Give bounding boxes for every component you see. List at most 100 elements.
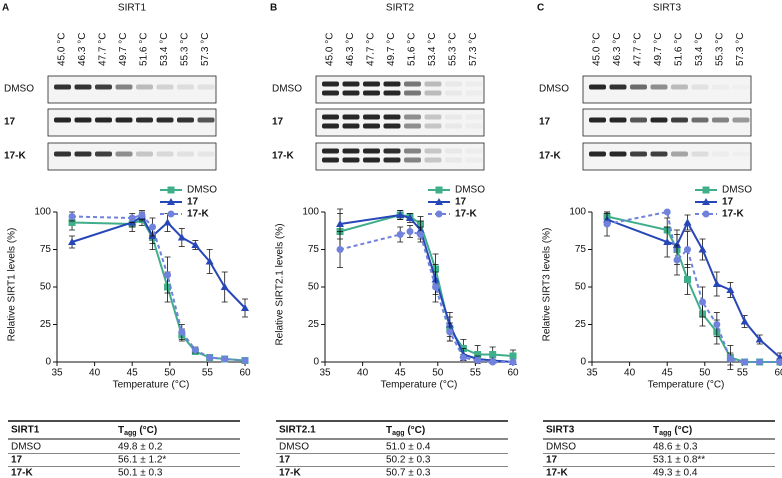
blot-box [582,75,752,104]
temperature-label: 49.7 °C [653,33,664,66]
marker [726,355,734,363]
blot-band [136,117,153,123]
blot-band [54,151,71,157]
marker [684,276,692,283]
temperature-label: 49.7 °C [118,33,129,66]
blot-band [609,117,627,123]
blot-band [466,91,483,96]
temperature-label: 51.6 °C [407,33,418,66]
blot-band [95,84,112,90]
blot-band [322,157,339,163]
x-tick-label: 35 [51,368,63,379]
series-line [339,230,513,363]
blot-title: SIRT1 [118,3,147,14]
blot-box [315,142,485,171]
blot-band [177,151,194,157]
temperature-label: 47.7 °C [98,33,109,66]
marker [663,208,671,216]
marker [396,211,405,218]
marker [489,351,497,358]
x-tick-label: 50 [432,368,444,379]
blot-band [650,117,668,123]
x-tick-label: 55 [470,368,482,379]
panel-label: A [2,3,9,14]
table-cell: DMSO [279,442,309,453]
blot-band [363,123,380,129]
temperature-label: 45.0 °C [57,33,68,66]
legend-label: DMSO [455,185,485,196]
marker [68,238,77,245]
y-tick-label: 50 [575,282,587,293]
blot-band [671,151,688,157]
header-part: agg [392,430,404,437]
blot-band [54,84,71,90]
header-part: agg [659,430,671,437]
blot-band [732,117,750,123]
marker [221,355,229,363]
blot-band [156,151,174,157]
blot-band [322,148,339,154]
temperature-label: 57.3 °C [200,33,211,66]
legend-label: 17-K [187,209,209,220]
blot-band [197,117,215,123]
marker [396,231,404,238]
legend-label: 17 [187,197,199,208]
legend-marker [702,186,710,194]
blot-band [589,117,606,123]
marker [138,211,146,219]
blot-row-label: DMSO [539,84,569,95]
x-tick-label: 45 [662,368,674,379]
blot-band [445,148,462,154]
marker [406,228,414,235]
y-axis-label: Relative SIRT2.1 levels (%) [275,223,286,345]
table-cell: 49.8 ± 0.2 [118,442,163,453]
marker [755,335,764,343]
y-tick-label: 100 [302,207,319,218]
temperature-label: 46.3 °C [77,33,88,66]
blot-band [363,148,380,154]
series-line [339,213,514,363]
blot-band [136,151,153,157]
marker [672,241,681,248]
marker [177,233,186,241]
legend-marker [435,198,443,205]
table-header: Tagg (°C) [386,425,425,437]
header-part: (°C) [137,425,158,436]
blot-band [609,84,627,90]
marker [509,358,517,366]
y-tick-label: 0 [313,357,319,368]
blot-band [466,115,483,120]
series-line [606,210,780,363]
blot-band [177,117,194,123]
blot-band [589,84,606,90]
header-part: agg [124,430,136,437]
blot-band [136,84,153,90]
marker [191,241,200,248]
blot-band [424,148,442,154]
y-tick-label: 25 [575,319,587,330]
marker [191,346,199,354]
blot-band [404,148,421,154]
blot-band [363,90,380,96]
y-tick-label: 100 [34,207,51,218]
y-tick-label: 75 [575,244,587,255]
blot-box [582,142,752,171]
panel-label: C [537,3,544,14]
temperature-label: 46.3 °C [345,33,356,66]
marker [241,357,249,364]
table-cell: 53.1 ± 0.8** [653,455,705,466]
table-cell: 17-K [279,468,301,478]
blot-row-label: 17-K [272,151,294,162]
marker [68,219,76,226]
blot-title: SIRT3 [653,3,682,14]
table-cell: 51.0 ± 0.4 [386,442,431,453]
marker [417,231,425,238]
blot-band [342,123,360,129]
blot-band [156,84,174,90]
blot-band [115,151,133,157]
x-tick-label: 45 [395,368,407,379]
legend-marker [167,186,175,194]
x-axis-label: Temperature (°C) [113,380,190,391]
blot-band [342,157,360,163]
